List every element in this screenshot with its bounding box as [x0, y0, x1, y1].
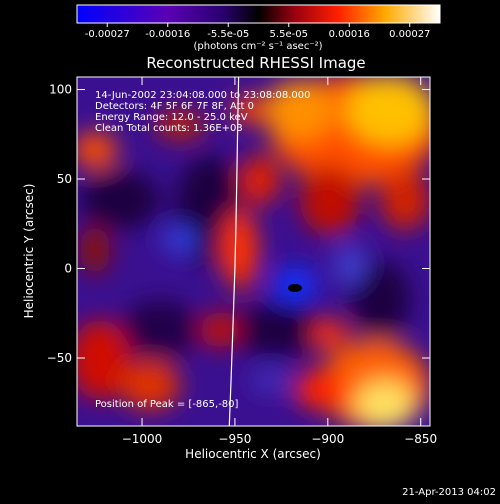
- chart-title: Reconstructed RHESSI Image: [146, 54, 365, 72]
- x-tick-label: −850: [404, 432, 437, 446]
- colorbar-tick-label: -0.00027: [85, 29, 130, 40]
- x-axis-ticks: −1000 −950 −900 −850: [122, 77, 437, 446]
- colorbar-ticks: -0.00027 -0.00016 -5.5e-05 5.5e-05 0.00016 0.…: [85, 23, 430, 40]
- annotation-line-counts: Clean Total counts: 1.36E+03: [95, 123, 243, 134]
- colorbar: -0.00027 -0.00016 -5.5e-05 5.5e-05 0.00016 0.…: [76, 4, 441, 52]
- x-tick-label: −900: [311, 432, 344, 446]
- heatmap-blobs: [77, 77, 430, 426]
- y-tick-label: 0: [64, 262, 72, 276]
- dark-core: [288, 284, 302, 292]
- timestamp: 21-Apr-2013 04:02: [402, 487, 496, 498]
- colorbar-unit-label: (photons cm⁻² s⁻¹ asec⁻²): [193, 41, 322, 52]
- colorbar-tick-label: 0.00016: [329, 29, 370, 40]
- plot-frame: [76, 76, 431, 427]
- heatmap-image: [77, 77, 430, 426]
- y-axis-label: Heliocentric Y (arcsec): [22, 184, 36, 319]
- annotation-block: 14-Jun-2002 23:04:08.000 to 23:08:08.000…: [95, 90, 311, 134]
- annotation-line-detectors: Detectors: 4F 5F 6F 7F 8F, Att 0: [95, 101, 254, 112]
- annotation-line-energy: Energy Range: 12.0 - 25.0 keV: [95, 112, 248, 123]
- y-tick-label: −50: [47, 351, 72, 365]
- peak-position-label: Position of Peak = [-865,-80]: [95, 399, 239, 410]
- y-tick-label: 100: [49, 83, 72, 97]
- y-axis-ticks: −50 0 50 100: [47, 83, 430, 365]
- colorbar-gradient: [76, 4, 441, 24]
- x-axis-label: Heliocentric X (arcsec): [185, 447, 321, 461]
- x-tick-label: −1000: [122, 432, 163, 446]
- solar-limb-line: [228, 77, 240, 426]
- colorbar-tick-label: 0.00027: [389, 29, 430, 40]
- annotation-line-time: 14-Jun-2002 23:04:08.000 to 23:08:08.000: [95, 90, 311, 101]
- colorbar-tick-label: -5.5e-05: [207, 29, 249, 40]
- y-tick-label: 50: [57, 172, 72, 186]
- colorbar-tick-label: 5.5e-05: [270, 29, 308, 40]
- colorbar-tick-label: -0.00016: [145, 29, 190, 40]
- x-tick-label: −950: [218, 432, 251, 446]
